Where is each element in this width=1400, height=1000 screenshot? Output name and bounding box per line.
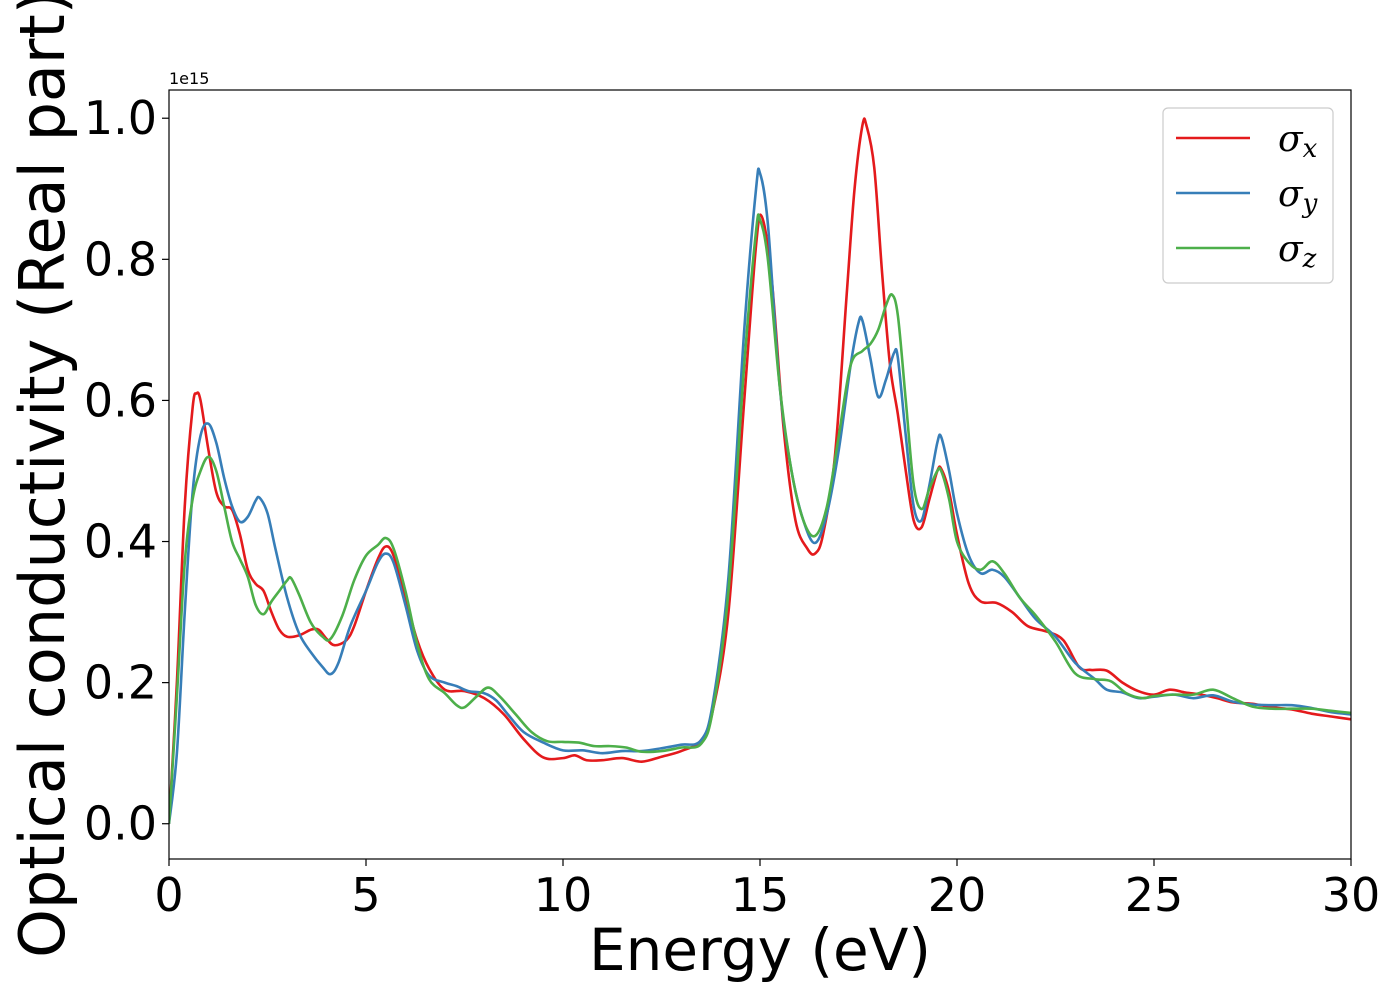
x-tick-label: 20 [928,868,987,922]
x-axis-label: Energy (eV) [589,916,931,984]
y-tick-label: 0.8 [84,232,157,286]
x-tick-label: 15 [731,868,790,922]
series-line-x [169,117,1351,824]
legend-label-z: σz [1278,229,1317,274]
x-tick-label: 0 [154,868,183,922]
legend: σx σy σz [1162,107,1334,284]
y-tick-label: 1.0 [84,91,157,145]
legend-frame [1162,107,1334,284]
x-axis-ticks: 0 5 10 15 20 25 30 [154,859,1380,922]
y-tick-label: 0.0 [84,797,157,851]
x-tick-label: 30 [1322,868,1381,922]
x-tick-label: 10 [534,868,593,922]
x-tick-label: 25 [1125,868,1184,922]
y-tick-label: 0.2 [84,656,157,710]
x-tick-label: 5 [351,868,380,922]
plot-frame [168,89,1352,860]
y-tick-label: 0.6 [84,373,157,427]
y-tick-label: 0.4 [84,515,157,569]
legend-label-y: σy [1278,174,1318,219]
y-axis-ticks: 0.0 0.2 0.4 0.6 0.8 1.0 [84,91,169,851]
y-axis-label: Optical conductivity (Real part) [6,0,79,958]
data-series [169,117,1351,824]
legend-label-x: σx [1278,119,1318,164]
series-line-z [169,213,1351,824]
y-offset-text: 1e15 [169,69,209,88]
